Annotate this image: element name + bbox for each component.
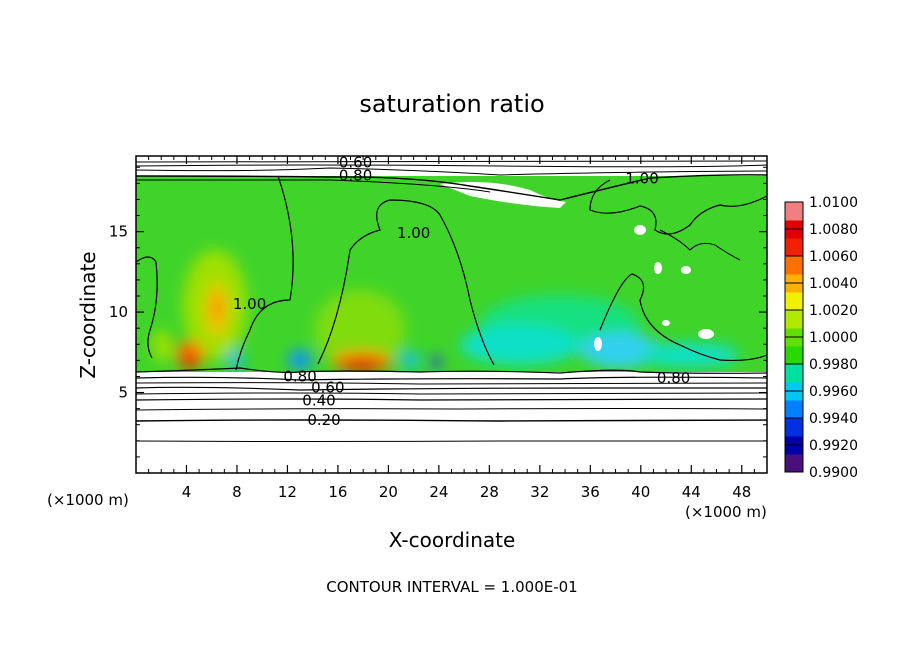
colorbar-tick-label: 1.0000 <box>809 330 858 346</box>
y-tick-label: 5 <box>118 384 128 402</box>
x-tick-label: 12 <box>278 483 297 501</box>
contour-line-1.00-e <box>659 229 741 261</box>
x-tick-label: 36 <box>581 483 600 501</box>
colorbar-segment <box>785 292 803 311</box>
y-tick-label: 10 <box>109 303 128 321</box>
colorbar-tick-label: 1.0060 <box>809 249 858 265</box>
field-highlights <box>152 250 740 372</box>
contour-label: 1.00 <box>397 224 430 242</box>
chart-title: saturation ratio <box>359 90 544 118</box>
x-tick-label: 40 <box>631 483 650 501</box>
colorbar-segment <box>785 310 803 329</box>
colorbar-tick-label: 1.0020 <box>809 303 858 319</box>
contour-line-top-3 <box>136 167 767 176</box>
colorbar-tick-label: 0.9940 <box>809 411 858 427</box>
x-axis-label: X-coordinate <box>389 528 516 552</box>
colorbar-segment <box>785 400 803 419</box>
colorbar-segment <box>785 454 803 473</box>
x-tick-label: 44 <box>682 483 701 501</box>
colorbar-tick-label: 0.9900 <box>809 465 858 481</box>
contour-interval-footer: CONTOUR INTERVAL = 1.000E-01 <box>326 578 577 596</box>
contour-line-0.40 <box>136 398 767 401</box>
contour-line-top-2 <box>136 164 767 168</box>
contour-label: 1.00 <box>233 295 266 313</box>
colorbar-tick-label: 1.0080 <box>809 222 858 238</box>
contour-line-0.30 <box>136 408 767 411</box>
contour-line-0.20 <box>136 419 767 422</box>
x-tick-label: 16 <box>328 483 347 501</box>
colorbar-segment <box>785 346 803 365</box>
x-unit-right: (×1000 m) <box>685 503 767 521</box>
contour-label: 0.20 <box>307 411 340 429</box>
contour-line-1.00-c <box>589 179 767 235</box>
x-tick-label: 4 <box>182 483 192 501</box>
colorbar-segment <box>785 256 803 275</box>
contour-line-0.80 <box>136 376 767 381</box>
contour-line-1.00-b <box>317 199 495 366</box>
contour-label: 0.80 <box>339 166 372 184</box>
x-axis: 4 8 12 16 20 24 28 32 36 40 44 48 <box>148 156 755 501</box>
y-axis-label: Z-coordinate <box>76 251 100 378</box>
contour-line-1.00-a <box>235 175 294 371</box>
contour-labels: 0.200.400.600.80 0.801.001.001.000.800.60 <box>233 153 690 429</box>
contour-lines <box>136 160 767 442</box>
x-tick-label: 28 <box>480 483 499 501</box>
contour-line-0.80-upper <box>136 367 767 374</box>
contour-label: 0.80 <box>657 369 690 387</box>
x-unit-left: (×1000 m) <box>47 491 129 509</box>
y-tick-label: 15 <box>109 223 128 241</box>
colorbar-segment <box>785 202 803 221</box>
contour-line-0.60 <box>136 386 767 391</box>
contour-label: 1.00 <box>625 170 658 188</box>
colorbar-segment <box>785 238 803 257</box>
y-axis: 5 10 15 <box>109 166 767 458</box>
contour-line-0.10 <box>136 440 767 442</box>
contour-line-top-1 <box>136 160 767 163</box>
x-tick-label: 20 <box>379 483 398 501</box>
contour-label: 0.80 <box>283 367 316 385</box>
x-tick-label: 32 <box>530 483 549 501</box>
colorbar-tick-label: 0.9960 <box>809 384 858 400</box>
heatmap-field: 0.200.400.600.80 0.801.001.001.000.800.60 <box>136 153 767 473</box>
contour-label: 0.40 <box>302 392 335 410</box>
colorbar-tick-label: 0.9920 <box>809 438 858 454</box>
contour-line-1.00-d <box>599 273 767 362</box>
colorbar-segment <box>785 364 803 383</box>
contour-line-top-4 <box>136 174 767 201</box>
colorbar-tick-label: 1.0040 <box>809 276 858 292</box>
contour-line-0.50 <box>136 392 767 395</box>
x-tick-label: 48 <box>732 483 751 501</box>
contour-line-0.70 <box>136 382 767 385</box>
contour-line-1.00-left <box>136 256 158 359</box>
colorbar: 1.0100 1.0080 1.0060 1.0040 1.0020 1.0000 0.99… <box>784 195 858 481</box>
x-tick-label: 8 <box>232 483 242 501</box>
contour-line-top-5 <box>136 179 491 193</box>
colorbar-tick-label: 0.9980 <box>809 357 858 373</box>
contour-label: 0.60 <box>311 379 344 397</box>
x-tick-label: 24 <box>429 483 448 501</box>
field-dry-patches <box>440 182 714 351</box>
contour-label: 0.60 <box>339 153 372 171</box>
field-subsaturated-layer <box>136 372 767 473</box>
colorbar-tick-label: 1.0100 <box>809 195 858 211</box>
colorbar-segment <box>785 418 803 437</box>
